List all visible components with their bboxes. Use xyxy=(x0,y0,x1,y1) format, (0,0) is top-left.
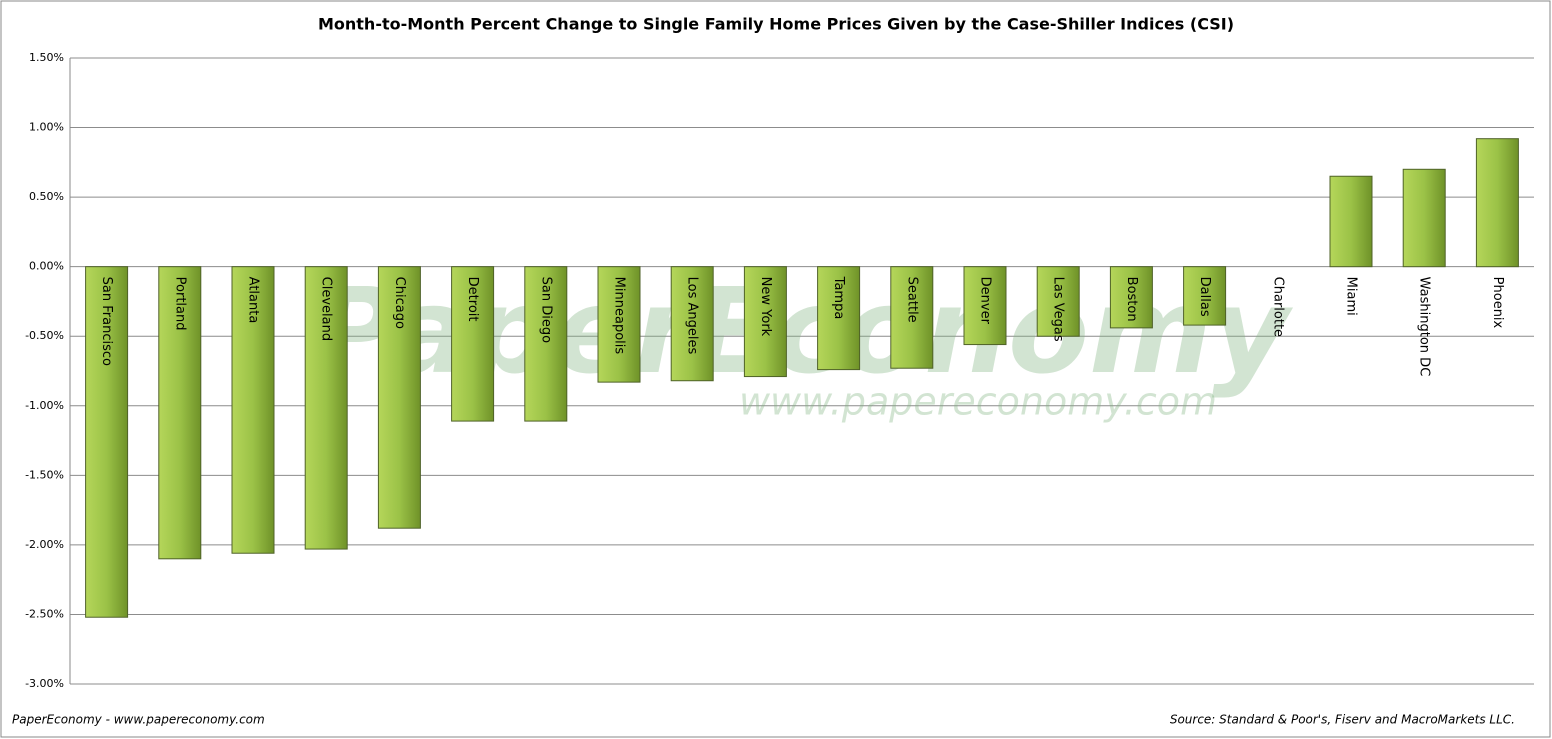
x-tick-label: Phoenix xyxy=(1490,277,1505,329)
x-tick-label: Minneapolis xyxy=(612,277,627,355)
bar xyxy=(1036,266,1080,337)
x-tick-label: Tampa xyxy=(831,276,846,320)
chart-title: Month-to-Month Percent Change to Single … xyxy=(318,15,1234,34)
bar xyxy=(1475,138,1519,268)
bar xyxy=(1109,266,1153,329)
x-tick-label: Detroit xyxy=(465,277,480,322)
bar xyxy=(670,266,714,382)
bar xyxy=(743,266,787,378)
x-tick-label: New York xyxy=(758,277,773,337)
watermark-url: www.papereconomy.com xyxy=(739,380,1217,424)
x-tick-label: San Diego xyxy=(538,277,553,343)
y-tick-label: -0.50% xyxy=(25,329,64,342)
y-tick-label: 1.00% xyxy=(29,121,64,134)
x-tick-label: Chicago xyxy=(392,277,407,329)
y-tick-label: 0.50% xyxy=(29,190,64,203)
x-tick-label: Miami xyxy=(1344,277,1359,316)
bar xyxy=(451,266,495,422)
source: Source: Standard & Poor's, Fiserv and Ma… xyxy=(1170,713,1515,727)
y-tick-label: -1.00% xyxy=(25,399,64,412)
bar xyxy=(158,266,202,560)
bar xyxy=(1402,168,1446,268)
bar xyxy=(597,266,641,383)
y-tick-label: -1.50% xyxy=(25,468,64,481)
bar xyxy=(817,266,861,371)
bar xyxy=(85,266,129,618)
y-tick-label: -3.00% xyxy=(25,677,64,690)
x-tick-label: Cleveland xyxy=(319,277,334,341)
bar xyxy=(377,266,421,529)
x-tick-label: Dallas xyxy=(1197,277,1212,317)
bar xyxy=(1329,175,1373,268)
bar xyxy=(890,266,934,369)
x-tick-label: Atlanta xyxy=(246,277,261,324)
x-tick-label: Seattle xyxy=(904,277,919,323)
x-tick-label: Charlotte xyxy=(1270,277,1285,337)
y-tick-label: 1.50% xyxy=(29,51,64,64)
y-tick-label: -2.00% xyxy=(25,538,64,551)
x-tick-label: Los Angeles xyxy=(685,277,700,355)
grid xyxy=(70,57,1534,685)
y-tick-label: -2.50% xyxy=(25,607,64,620)
bar xyxy=(524,266,568,422)
y-tick-label: 0.00% xyxy=(29,260,64,273)
bar xyxy=(963,266,1007,346)
x-tick-label: Denver xyxy=(978,277,993,325)
credit: PaperEconomy - www.papereconomy.com xyxy=(12,713,265,727)
x-tick-label: Portland xyxy=(172,277,187,331)
x-tick-label: San Francisco xyxy=(99,277,114,366)
x-tick-label: Washington DC xyxy=(1417,277,1432,377)
bar xyxy=(1183,266,1227,326)
x-tick-label: Las Vegas xyxy=(1051,277,1066,342)
bar xyxy=(231,266,275,554)
x-tick-label: Boston xyxy=(1124,277,1139,322)
bar xyxy=(304,266,348,550)
